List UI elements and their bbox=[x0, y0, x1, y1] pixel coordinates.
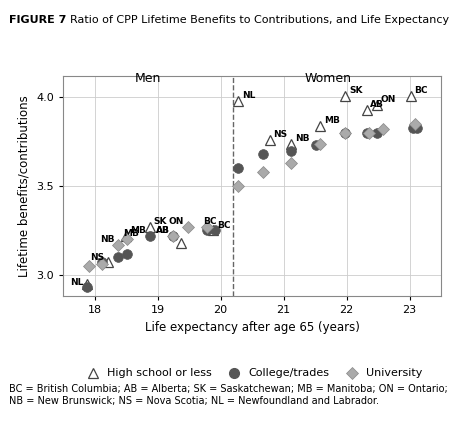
Text: BC: BC bbox=[414, 86, 428, 95]
Text: AB: AB bbox=[370, 100, 384, 109]
Text: AB: AB bbox=[156, 226, 170, 235]
X-axis label: Life expectancy after age 65 (years): Life expectancy after age 65 (years) bbox=[144, 321, 360, 334]
Legend: High school or less, College/trades, University: High school or less, College/trades, Uni… bbox=[77, 364, 427, 383]
Text: MB: MB bbox=[130, 226, 146, 235]
Text: MB: MB bbox=[123, 229, 140, 239]
Text: SK: SK bbox=[154, 217, 167, 226]
Text: SK: SK bbox=[349, 86, 363, 95]
Text: FIGURE 7: FIGURE 7 bbox=[9, 15, 67, 25]
Text: NB: NB bbox=[295, 134, 309, 143]
Text: NS: NS bbox=[274, 130, 288, 139]
Text: NB: NB bbox=[100, 235, 115, 244]
Text: Ratio of CPP Lifetime Benefits to Contributions, and Life Expectancy: Ratio of CPP Lifetime Benefits to Contri… bbox=[70, 15, 449, 25]
Text: NL: NL bbox=[242, 91, 255, 100]
Text: Men: Men bbox=[135, 72, 161, 85]
Text: BC: BC bbox=[203, 217, 216, 226]
Text: BC = British Columbia; AB = Alberta; SK = Saskatchewan; MB = Manitoba; ON = Onta: BC = British Columbia; AB = Alberta; SK … bbox=[9, 385, 448, 406]
Text: NL: NL bbox=[70, 278, 83, 287]
Text: AB: AB bbox=[156, 226, 170, 235]
Text: NS: NS bbox=[90, 253, 104, 261]
Text: ON: ON bbox=[381, 95, 396, 104]
Y-axis label: Lifetime benefits/contributions: Lifetime benefits/contributions bbox=[18, 95, 31, 277]
Text: BC: BC bbox=[217, 220, 230, 230]
Text: MB: MB bbox=[324, 116, 340, 125]
Text: Women: Women bbox=[304, 72, 351, 85]
Text: ON: ON bbox=[169, 217, 184, 226]
